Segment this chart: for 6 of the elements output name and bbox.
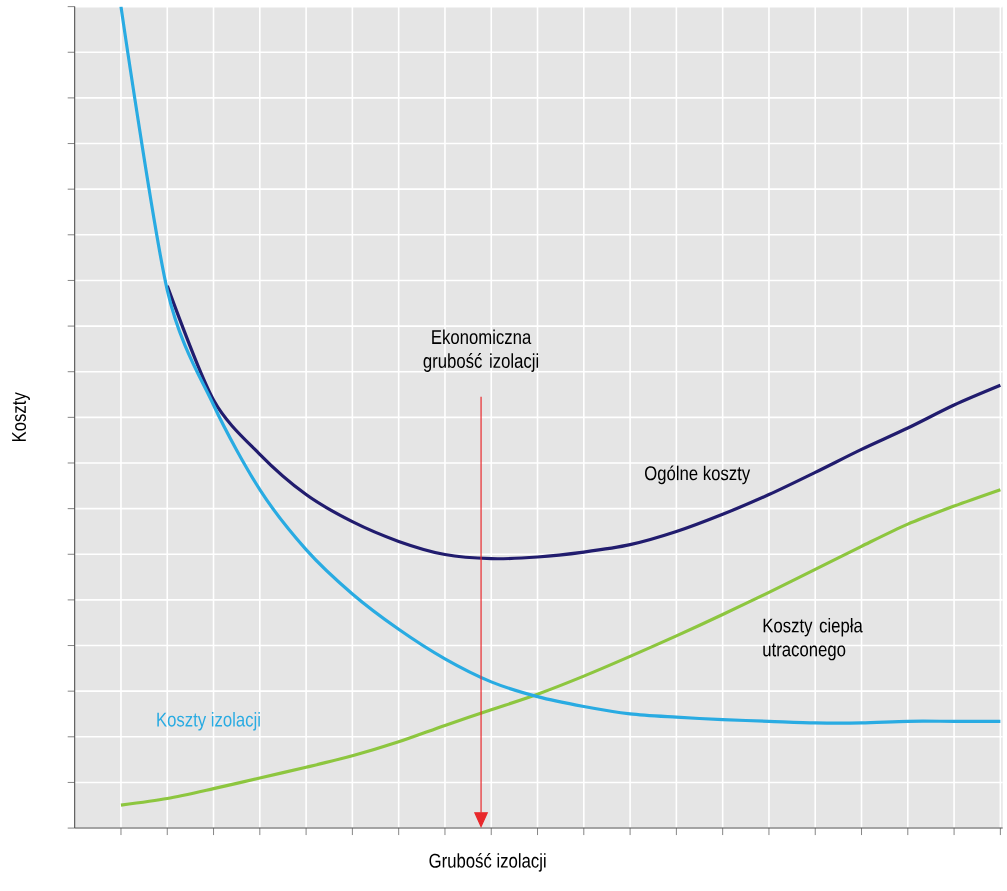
series-label: Ogólne koszty [645, 465, 751, 485]
annotation: Ekonomiczna grubość izolacji [423, 329, 539, 372]
text: Koszty izolacji [157, 712, 260, 731]
series-label: Koszty ciepła utraconego [763, 618, 863, 661]
x-axis-title: Grubość izolacji [429, 853, 546, 872]
y-axis-title: Koszty [12, 392, 30, 442]
